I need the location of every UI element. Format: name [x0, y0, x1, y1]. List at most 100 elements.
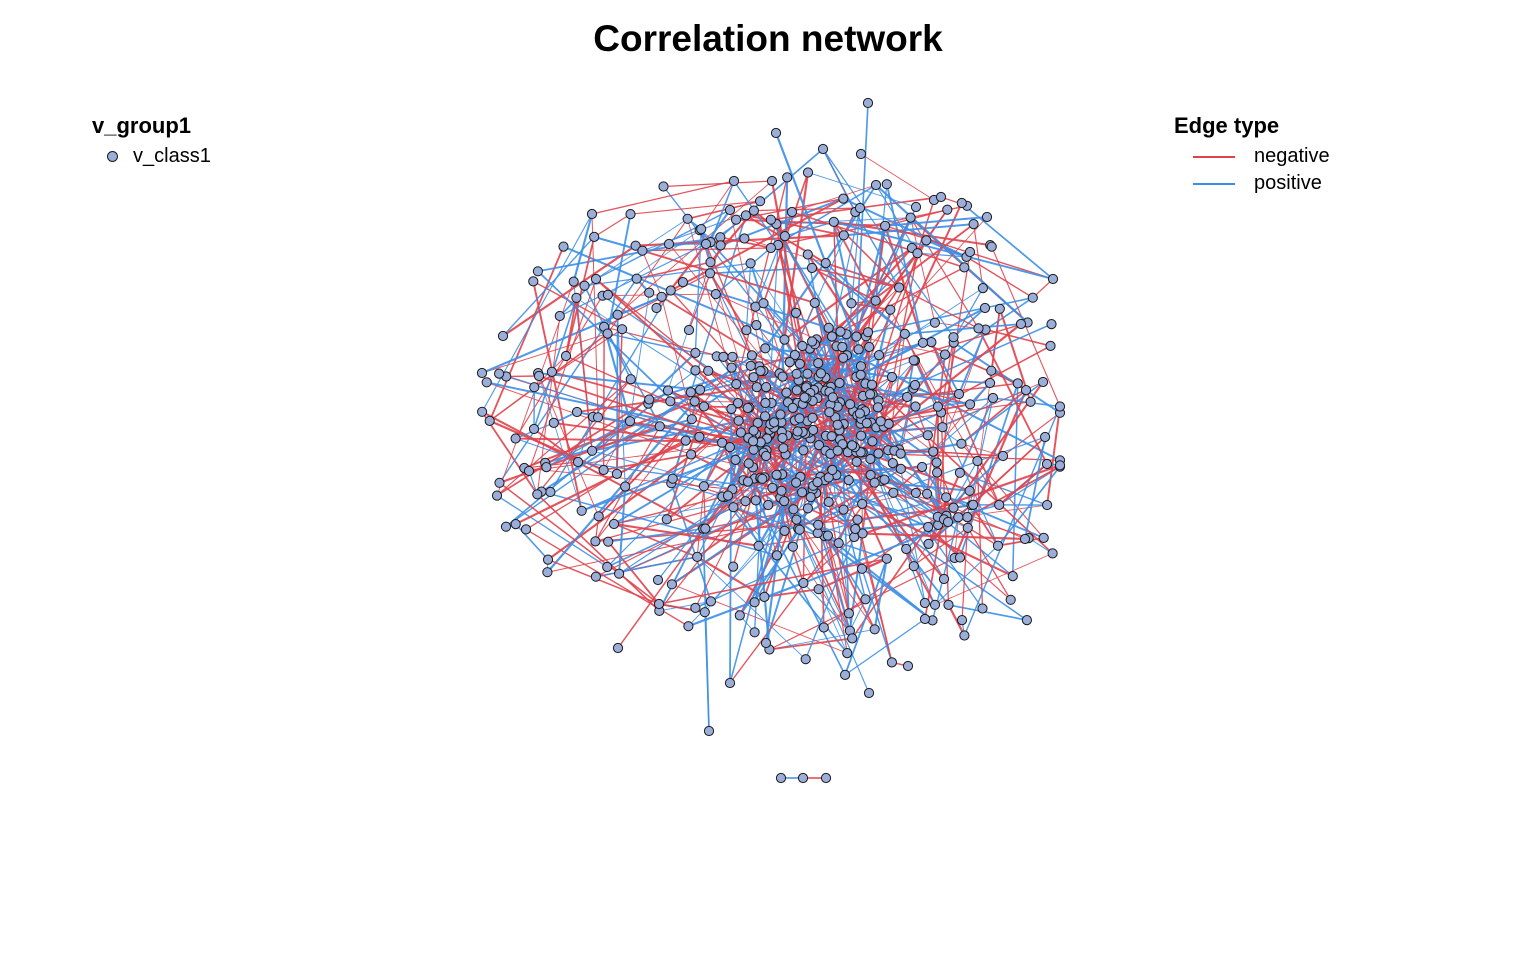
network-node — [788, 504, 799, 515]
network-node — [938, 573, 950, 585]
negative-edge — [496, 378, 632, 497]
network-node — [1054, 401, 1066, 412]
network-node — [992, 540, 1004, 551]
positive-edge — [958, 329, 987, 395]
network-node — [528, 276, 539, 287]
node-legend-dot-icon — [107, 151, 118, 162]
detached-node — [775, 772, 787, 784]
network-node — [497, 330, 509, 342]
network-node — [833, 538, 844, 549]
network-node — [510, 433, 521, 444]
network-node — [686, 449, 697, 460]
network-node — [608, 518, 620, 530]
network-node — [576, 505, 587, 516]
network-node — [700, 523, 711, 534]
negative-edge — [515, 439, 687, 526]
positive-edge — [591, 450, 733, 490]
network-node — [787, 402, 798, 413]
positive-edge — [827, 387, 984, 609]
network-node — [887, 458, 898, 469]
positive-edge — [934, 545, 999, 606]
negative-edge — [593, 213, 631, 238]
network-node — [866, 379, 878, 390]
negative-edge — [827, 535, 848, 654]
network-node — [910, 487, 922, 499]
network-node — [864, 341, 875, 353]
network-node — [710, 289, 721, 300]
positive-edge — [496, 495, 608, 568]
network-node — [855, 361, 867, 372]
network-node — [481, 377, 492, 388]
negative-edge — [617, 180, 773, 316]
network-node — [683, 324, 695, 336]
network-node — [699, 607, 710, 618]
positive-edge — [807, 172, 917, 208]
network-node — [902, 391, 913, 403]
network-node — [617, 324, 628, 335]
positive-edge — [537, 372, 701, 391]
network-node — [602, 289, 614, 300]
positive-edge — [831, 207, 861, 337]
network-node — [705, 596, 717, 607]
network-node — [802, 503, 814, 514]
network-node — [698, 401, 710, 412]
positive-edge — [699, 229, 841, 384]
network-nodes — [476, 97, 1066, 784]
network-node — [1045, 340, 1056, 351]
network-node — [1015, 318, 1027, 330]
network-node — [587, 445, 598, 456]
network-node — [939, 349, 951, 360]
network-node — [902, 660, 914, 672]
network-node — [766, 175, 778, 187]
positive-edge — [749, 262, 765, 304]
network-node — [644, 287, 655, 298]
positive-edge — [629, 292, 650, 422]
network-node — [651, 302, 662, 314]
network-node — [683, 621, 694, 632]
negative-edge — [525, 473, 618, 530]
network-node — [832, 445, 843, 456]
network-node — [805, 492, 816, 503]
network-node — [589, 231, 600, 242]
negative-edge — [878, 452, 1061, 462]
network-node — [910, 201, 922, 213]
positive-edge — [747, 481, 846, 676]
network-node — [590, 536, 601, 547]
network-node — [856, 430, 867, 441]
negative-edge — [642, 249, 816, 304]
network-node — [703, 365, 714, 376]
network-node — [994, 499, 1005, 510]
network-node — [644, 394, 655, 405]
negative-edge — [765, 450, 851, 632]
positive-edge — [891, 376, 991, 384]
positive-edge — [618, 478, 763, 575]
network-node — [912, 248, 923, 259]
network-node — [733, 415, 744, 426]
network-node — [815, 368, 827, 379]
network-node — [977, 283, 989, 294]
negative-edge — [533, 428, 579, 463]
network-node — [881, 553, 892, 564]
negative-edge — [817, 503, 863, 526]
negative-edge — [630, 200, 761, 215]
network-node — [964, 485, 975, 496]
positive-edge — [932, 397, 994, 453]
network-node — [894, 282, 905, 293]
positive-edge — [885, 183, 924, 344]
positive-edge — [750, 263, 826, 378]
positive-edge — [754, 211, 793, 307]
network-node — [637, 245, 648, 256]
network-node — [937, 422, 948, 433]
negative-edge — [833, 220, 991, 247]
network-node — [750, 495, 761, 506]
network-node — [777, 432, 788, 444]
negative-edge — [769, 637, 853, 651]
network-node — [986, 241, 997, 252]
network-node — [718, 351, 729, 362]
network-node — [962, 512, 973, 523]
network-node — [929, 317, 941, 328]
negative-edge — [499, 482, 660, 605]
network-node — [791, 385, 802, 396]
network-node — [895, 463, 906, 474]
node-group-legend: v_group1 v_class1 — [92, 113, 211, 170]
